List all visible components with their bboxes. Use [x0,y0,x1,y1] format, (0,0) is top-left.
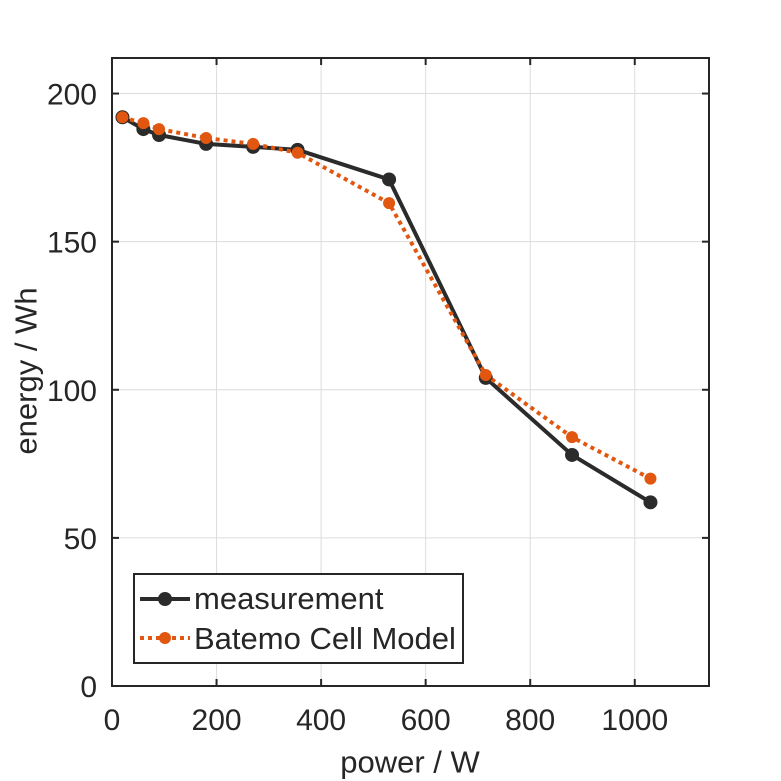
data-point [383,197,396,210]
legend-label-batemo-cell-model: Batemo Cell Model [194,620,456,656]
data-point [291,146,304,159]
y-tick-label: 50 [64,523,97,556]
data-point [479,368,492,381]
data-point [200,131,213,144]
data-point [137,117,150,130]
x-tick-labels: 0 200 400 600 800 1000 [104,704,668,737]
data-point [643,495,658,510]
x-tick-label: 800 [505,704,555,737]
series-batemo-cell-model [116,111,657,485]
data-point [382,172,397,187]
legend-item-batemo-cell-model: Batemo Cell Model [140,623,462,654]
y-tick-label: 100 [47,375,97,408]
legend-item-measurement: measurement [140,583,462,614]
gridlines [112,58,709,686]
series-measurement [115,110,658,510]
x-tick-label: 600 [401,704,451,737]
x-tick-label: 400 [296,704,346,737]
x-tick-label: 200 [192,704,242,737]
x-tick-label: 1000 [601,704,668,737]
x-tick-label: 0 [104,704,121,737]
series-line [121,115,652,481]
data-point [566,431,579,444]
data-point [153,123,166,136]
legend: measurement Batemo Cell Model [133,573,464,664]
legend-sample-marker [159,632,171,645]
legend-label-measurement: measurement [194,581,384,617]
y-tick-label: 0 [80,671,97,704]
measurement-line-icon [140,591,190,606]
series-line [121,115,652,505]
data-point [247,137,260,150]
data-point [565,447,580,462]
y-tick-label: 150 [47,227,97,260]
data-point [116,111,129,124]
y-tick-label: 200 [47,79,97,112]
legend-sample-marker [158,591,172,606]
batemo-cell-model-line-icon [140,632,190,645]
x-axis-label: power / W [340,744,480,780]
y-tick-labels: 0 50 100 150 200 [47,79,97,704]
tick-marks [111,58,709,687]
data-point [644,472,657,485]
axes-box [111,57,710,687]
y-axis-label: energy / Wh [8,287,44,455]
